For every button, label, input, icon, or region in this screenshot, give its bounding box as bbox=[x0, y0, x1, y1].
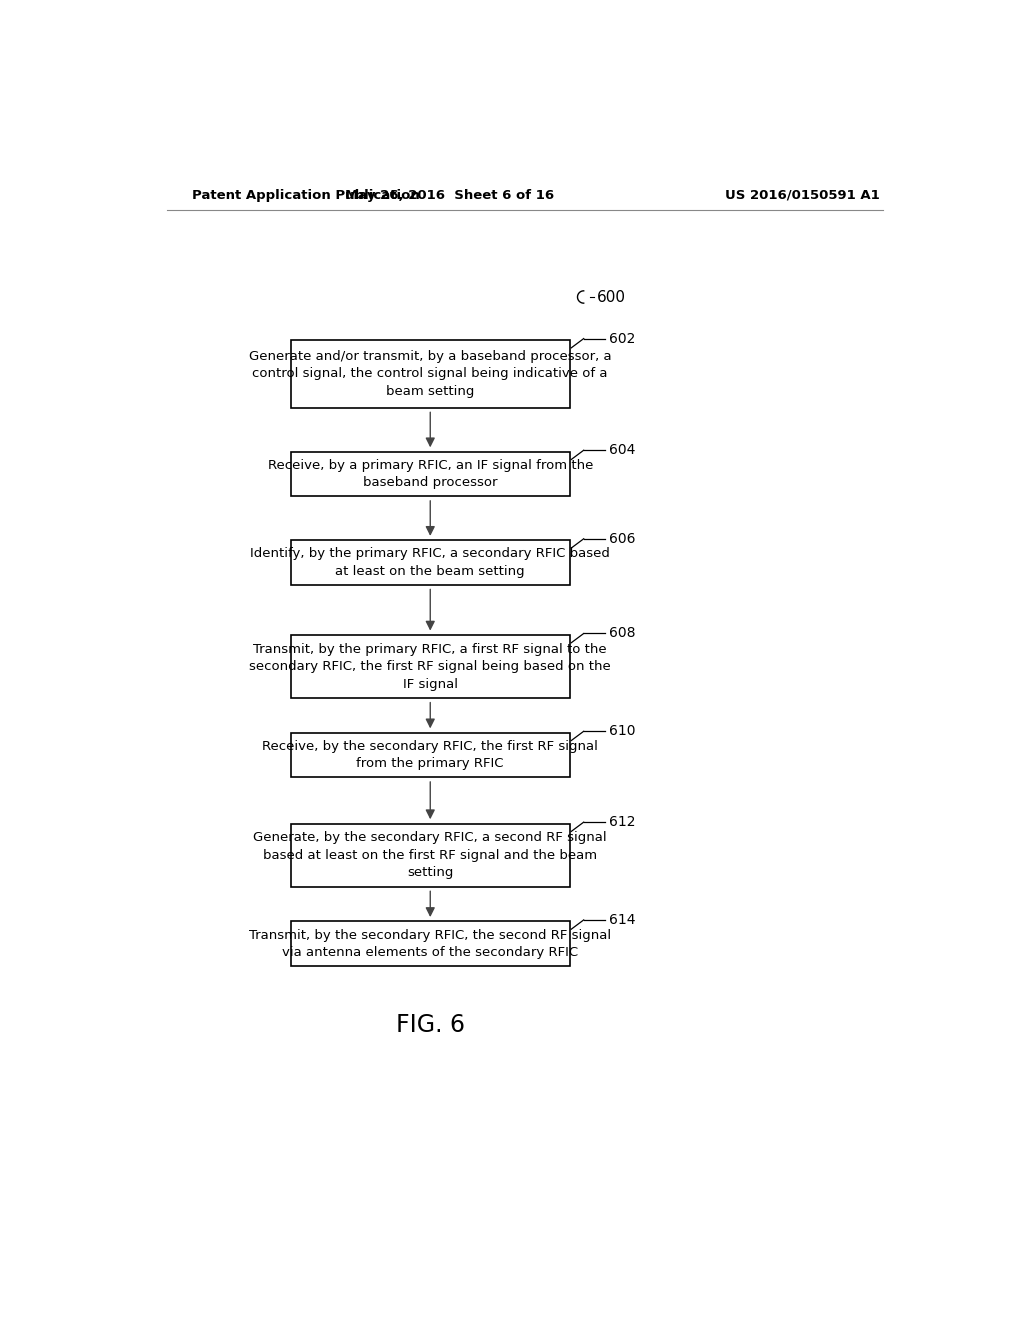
Bar bbox=[291, 540, 569, 585]
Text: 602: 602 bbox=[608, 331, 635, 346]
Text: Receive, by a primary RFIC, an IF signal from the
baseband processor: Receive, by a primary RFIC, an IF signal… bbox=[267, 459, 593, 490]
Text: 610: 610 bbox=[608, 725, 635, 738]
Text: 614: 614 bbox=[608, 913, 635, 927]
Text: 604: 604 bbox=[608, 444, 635, 457]
Text: FIG. 6: FIG. 6 bbox=[395, 1012, 465, 1036]
Bar bbox=[291, 451, 569, 496]
Text: Transmit, by the secondary RFIC, the second RF signal
via antenna elements of th: Transmit, by the secondary RFIC, the sec… bbox=[249, 928, 611, 960]
Bar bbox=[291, 341, 569, 408]
Bar bbox=[291, 733, 569, 777]
Text: Generate and/or transmit, by a baseband processor, a
control signal, the control: Generate and/or transmit, by a baseband … bbox=[249, 350, 611, 399]
Text: Transmit, by the primary RFIC, a first RF signal to the
secondary RFIC, the firs: Transmit, by the primary RFIC, a first R… bbox=[250, 643, 611, 690]
Text: 612: 612 bbox=[608, 816, 635, 829]
Text: Patent Application Publication: Patent Application Publication bbox=[191, 189, 419, 202]
Bar bbox=[291, 921, 569, 966]
Text: 608: 608 bbox=[608, 627, 635, 640]
Text: Identify, by the primary RFIC, a secondary RFIC based
at least on the beam setti: Identify, by the primary RFIC, a seconda… bbox=[250, 548, 610, 578]
Text: 606: 606 bbox=[608, 532, 635, 545]
Text: Generate, by the secondary RFIC, a second RF signal
based at least on the first : Generate, by the secondary RFIC, a secon… bbox=[253, 832, 607, 879]
Bar bbox=[291, 635, 569, 698]
Text: May 26, 2016  Sheet 6 of 16: May 26, 2016 Sheet 6 of 16 bbox=[345, 189, 554, 202]
Text: 600: 600 bbox=[597, 289, 626, 305]
Bar bbox=[291, 824, 569, 887]
Text: US 2016/0150591 A1: US 2016/0150591 A1 bbox=[725, 189, 880, 202]
Text: Receive, by the secondary RFIC, the first RF signal
from the primary RFIC: Receive, by the secondary RFIC, the firs… bbox=[262, 741, 598, 771]
